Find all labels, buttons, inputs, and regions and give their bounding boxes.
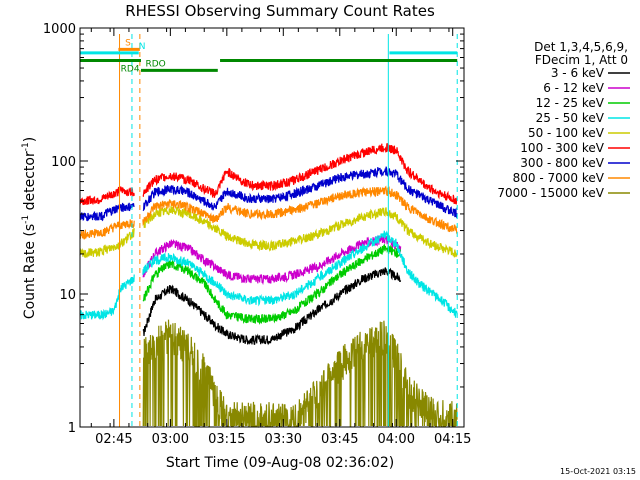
series-2 bbox=[142, 233, 402, 286]
legend: Det 1,3,4,5,6,9,FDecim 1, Att 03 - 6 keV… bbox=[497, 40, 630, 200]
series-8 bbox=[79, 185, 458, 240]
flag-label: N bbox=[139, 42, 146, 52]
series-line bbox=[79, 166, 458, 222]
series-6 bbox=[79, 143, 458, 206]
x-axis-label: Start Time (09-Aug-08 02:36:02) bbox=[166, 455, 394, 471]
x-tick-label: 02:45 bbox=[95, 432, 132, 447]
y-tick-label: 1000 bbox=[43, 22, 76, 37]
y-axis-label-main: Count Rate (s bbox=[22, 224, 38, 319]
series-4 bbox=[79, 230, 458, 321]
y-axis-label: Count Rate (s-1 detector-1) bbox=[21, 137, 38, 319]
y-axis-label-end: ) bbox=[22, 137, 38, 142]
axis-ticks: 02:45 03:00 03:15 03:30 03:45 04:00 04:15 1 10 10… bbox=[43, 22, 472, 447]
x-tick-label: 03:30 bbox=[265, 432, 302, 447]
legend-label: 7000 - 15000 keV bbox=[497, 186, 604, 200]
x-tick-label: 04:15 bbox=[434, 432, 471, 447]
series-line bbox=[79, 205, 458, 259]
plot-area: S N RD4 RDO bbox=[79, 34, 458, 429]
x-tick-label: 03:45 bbox=[321, 432, 358, 447]
series-line bbox=[142, 243, 402, 325]
legend-label: 50 - 100 keV bbox=[528, 126, 605, 140]
chart-title: RHESSI Observing Summary Count Rates bbox=[125, 2, 435, 20]
footer-date: 15-Oct-2021 03:15 bbox=[560, 467, 636, 476]
legend-label: 6 - 12 keV bbox=[543, 81, 605, 95]
y-tick-label: 1 bbox=[68, 421, 76, 436]
series-line bbox=[142, 319, 458, 429]
flag-label: S bbox=[125, 38, 131, 48]
series-line bbox=[79, 185, 458, 240]
series-3 bbox=[142, 243, 402, 325]
series-line bbox=[79, 230, 458, 321]
x-tick-label: 04:00 bbox=[378, 432, 415, 447]
flag-label: RD4 bbox=[121, 64, 140, 74]
plot-frame bbox=[79, 27, 465, 428]
series-9 bbox=[142, 319, 458, 429]
legend-label: 3 - 6 keV bbox=[551, 66, 605, 80]
series-1 bbox=[142, 267, 402, 346]
y-tick-label: 10 bbox=[59, 288, 76, 303]
y-axis-label-sup2: -1 bbox=[21, 142, 31, 151]
x-tick-label: 03:00 bbox=[152, 432, 189, 447]
legend-label: 800 - 7000 keV bbox=[513, 171, 605, 185]
y-tick-label: 100 bbox=[51, 155, 76, 170]
legend-header-line: Det 1,3,4,5,6,9, bbox=[534, 40, 628, 54]
legend-label: 25 - 50 keV bbox=[536, 111, 605, 125]
x-tick-label: 03:15 bbox=[208, 432, 245, 447]
series-line bbox=[142, 233, 402, 286]
y-axis-label-sup: -1 bbox=[21, 215, 31, 224]
flag-label: RDO bbox=[146, 59, 166, 69]
legend-label: 12 - 25 keV bbox=[536, 96, 605, 110]
legend-label: 300 - 800 keV bbox=[520, 156, 604, 170]
series-line bbox=[79, 143, 458, 206]
y-axis-label-mid: detector bbox=[22, 151, 38, 215]
series-5 bbox=[79, 205, 458, 259]
legend-label: 100 - 300 keV bbox=[520, 141, 604, 155]
legend-header-line: FDecim 1, Att 0 bbox=[535, 53, 628, 67]
series-line bbox=[142, 267, 402, 346]
series-7 bbox=[79, 166, 458, 222]
